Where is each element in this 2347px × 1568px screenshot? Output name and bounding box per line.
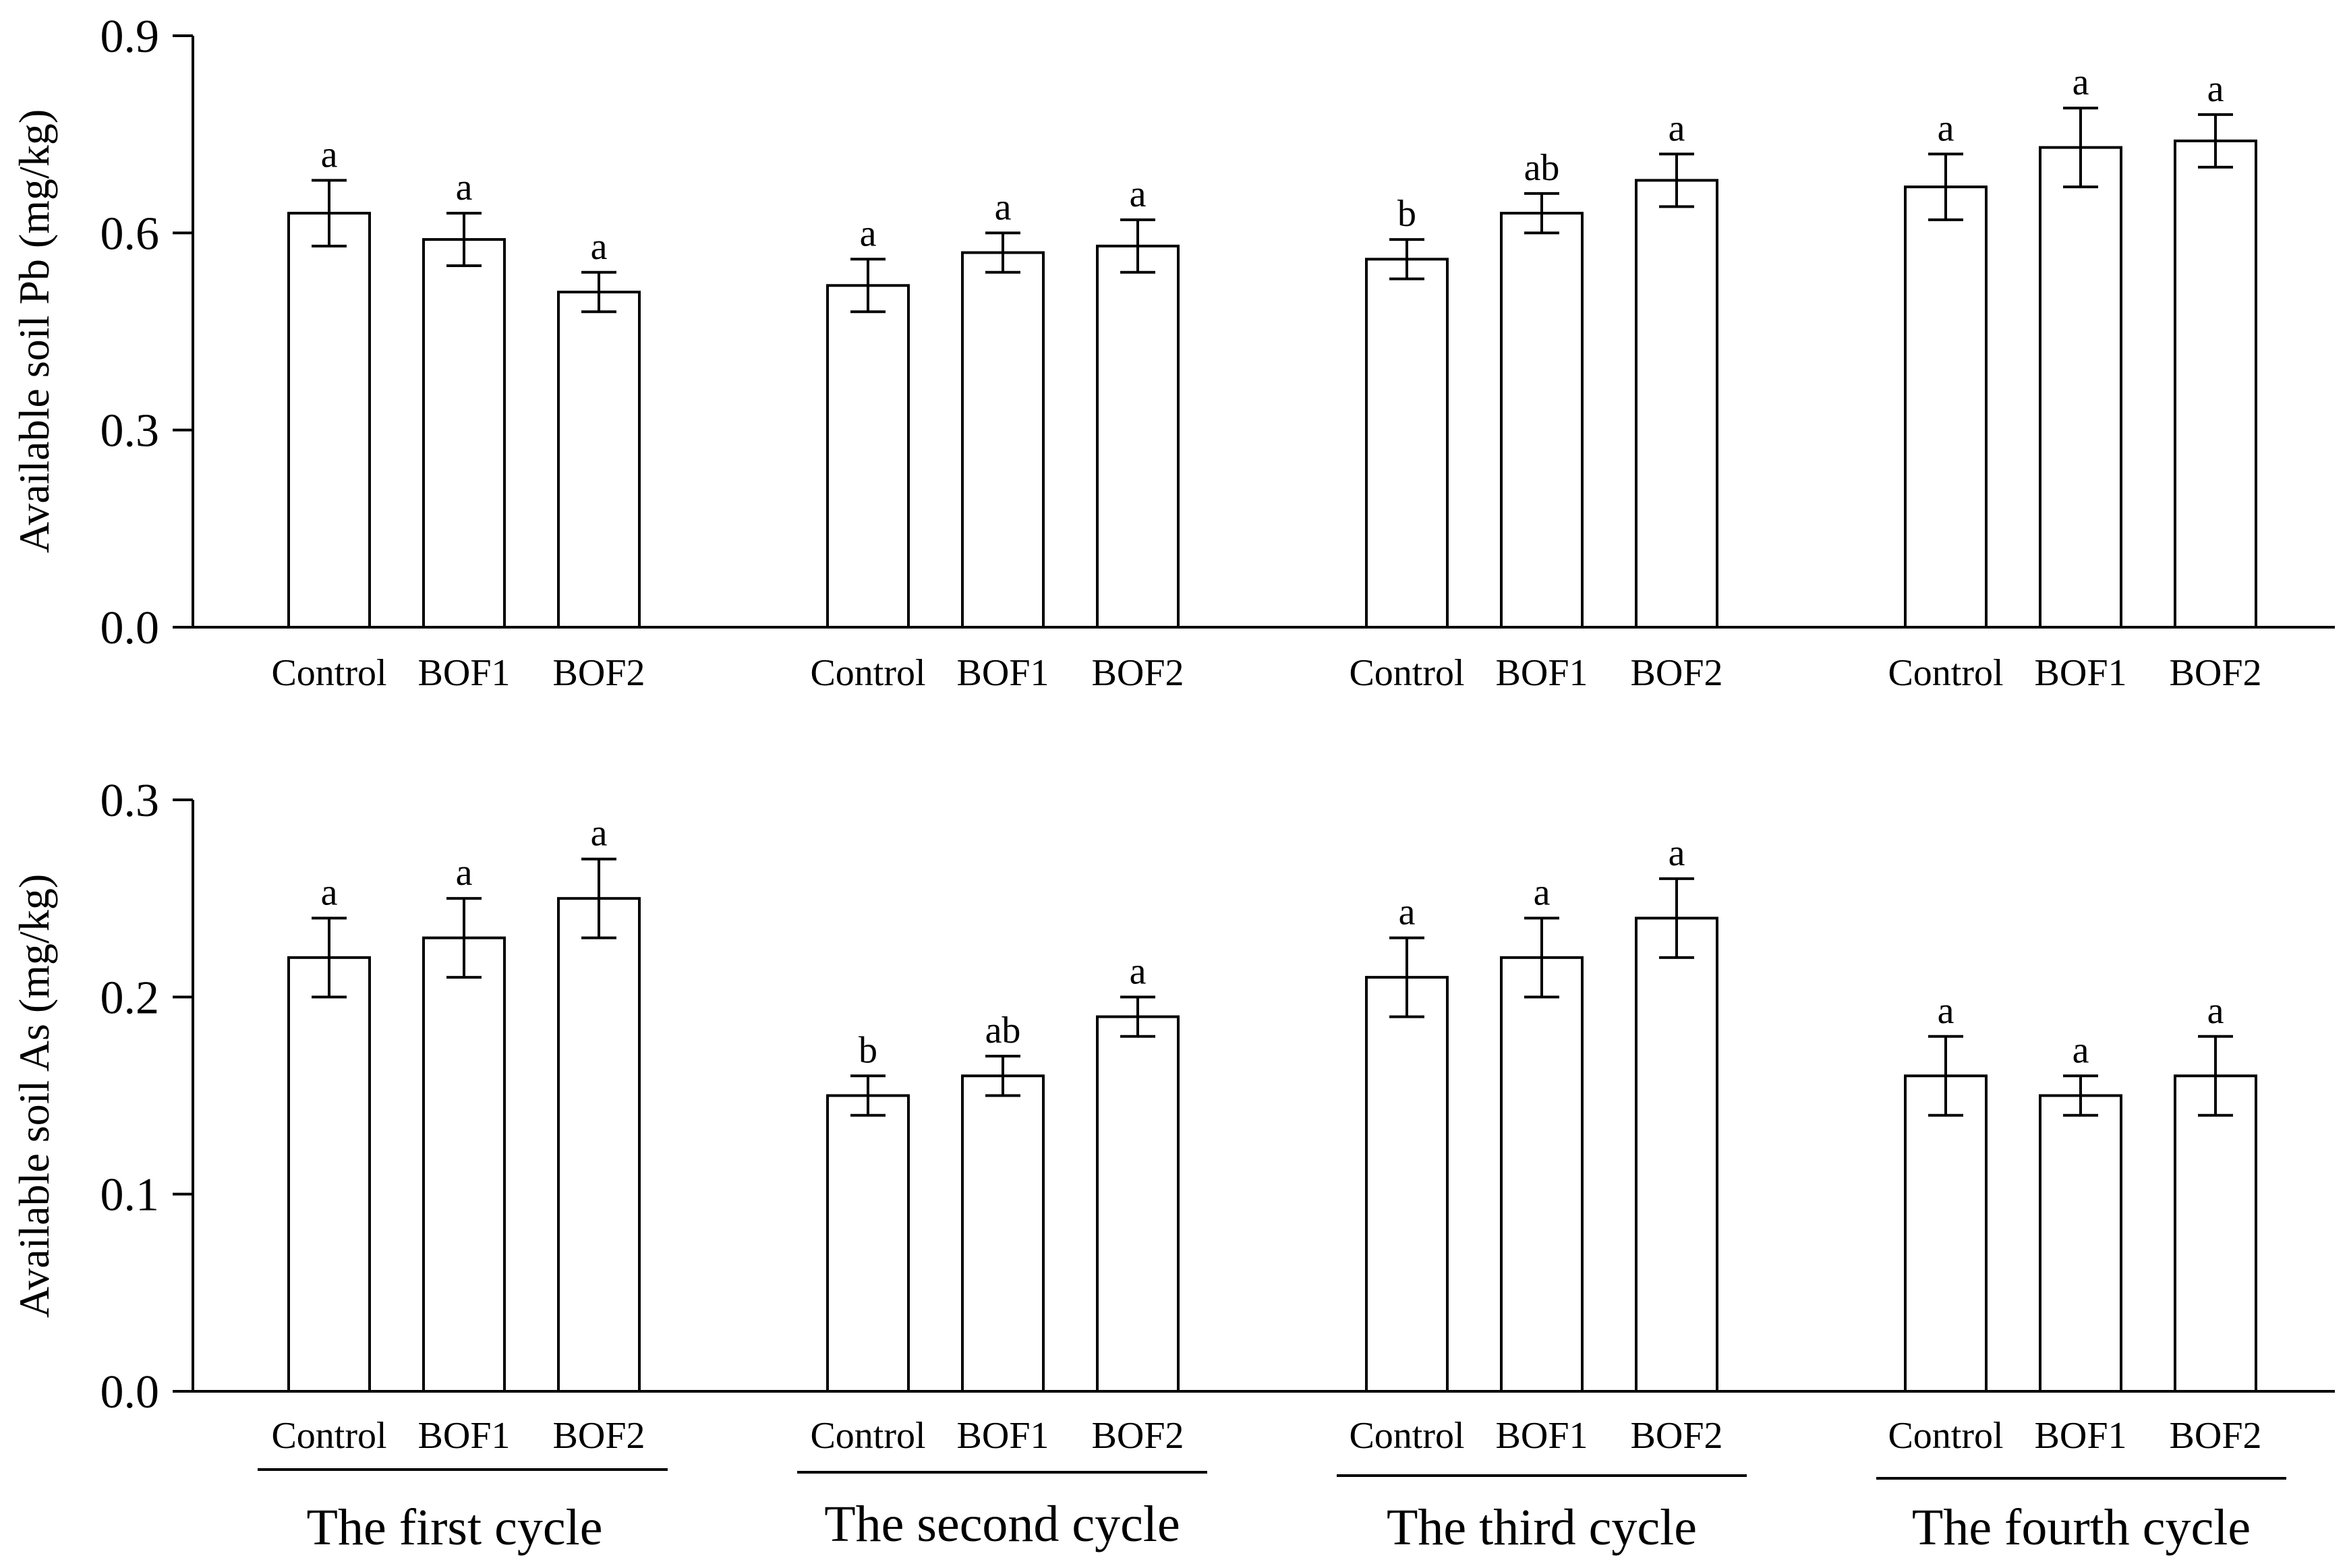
x-tick-label: BOF2: [1631, 1415, 1723, 1457]
y-tick-label-pb: 0.0: [100, 602, 160, 654]
significance-label: a: [995, 186, 1012, 228]
y-tick-label-as: 0.2: [100, 972, 160, 1024]
x-tick-label: Control: [810, 1415, 925, 1457]
bar-pb-2-bof2: [1096, 244, 1180, 629]
y-axis-label-pb: Available soil Pb (mg/kg): [10, 109, 58, 553]
significance-label: a: [591, 813, 608, 854]
bar-pb-1-bof1: [422, 238, 506, 629]
x-tick-label: Control: [1349, 1415, 1464, 1457]
significance-label: b: [859, 1029, 877, 1071]
significance-label: a: [1130, 173, 1147, 215]
significance-label: a: [1938, 107, 1954, 149]
x-tick-label: BOF2: [1631, 652, 1723, 694]
significance-label: a: [1669, 832, 1685, 874]
y-tick-label-pb: 0.9: [100, 11, 160, 63]
y-tick-label-as: 0.3: [100, 775, 160, 827]
cycle-label-2: The second cycle: [824, 1496, 1180, 1552]
bar-pb-4-control: [1904, 185, 1988, 629]
cycle-label-4: The fourth cycle: [1912, 1499, 2251, 1556]
significance-label: a: [591, 226, 608, 268]
x-tick-label: Control: [271, 652, 386, 694]
significance-label: a: [2207, 68, 2224, 110]
bar-pb-1-control: [287, 212, 371, 629]
panel-as: 0.0 0.1 0.2 0.3 Available soil As (mg/kg) a Co…: [10, 775, 2335, 1457]
significance-label: a: [321, 134, 338, 175]
x-tick-label: BOF1: [1496, 1415, 1588, 1457]
bar-as-3-bof1: [1500, 956, 1584, 1393]
bar-as-3-control: [1365, 976, 1449, 1393]
x-tick-label: Control: [1888, 1415, 2003, 1457]
bar-as-4-bof1: [2039, 1094, 2122, 1393]
significance-label: a: [1130, 950, 1147, 992]
bar-pb-3-bof1: [1500, 212, 1584, 629]
x-tick-label: BOF2: [553, 652, 645, 694]
x-tick-label: BOF2: [1092, 1415, 1184, 1457]
chart-panels: 0.0 0.3 0.6 0.9 Available soil Pb (mg/kg) a Co…: [10, 11, 2335, 1457]
x-tick-label: BOF2: [1092, 652, 1184, 694]
bar-as-1-control: [287, 956, 371, 1393]
bar-as-2-bof1: [961, 1074, 1045, 1393]
bar-as-4-control: [1904, 1074, 1988, 1393]
panel-pb: 0.0 0.3 0.6 0.9 Available soil Pb (mg/kg) a Co…: [10, 11, 2335, 694]
y-axis-label-as: Available soil As (mg/kg): [10, 874, 58, 1318]
cycle-label-1: The first cycle: [307, 1499, 603, 1556]
significance-label: a: [2207, 990, 2224, 1032]
x-tick-label: BOF1: [418, 652, 511, 694]
bar-pb-1-bof2: [557, 291, 641, 629]
x-tick-label: Control: [1888, 652, 2003, 694]
x-tick-label: BOF1: [957, 1415, 1049, 1457]
cycle-labels: The first cycle The second cycle The thi…: [258, 1468, 2286, 1556]
y-tick-label-pb: 0.6: [100, 208, 160, 260]
x-tick-label: Control: [810, 652, 925, 694]
y-tick-label-as: 0.1: [100, 1169, 160, 1221]
bar-pb-3-control: [1365, 258, 1449, 629]
x-tick-label: BOF1: [418, 1415, 511, 1457]
significance-label: ab: [985, 1010, 1021, 1051]
bar-as-1-bof2: [557, 897, 641, 1393]
significance-label: a: [456, 852, 473, 894]
significance-label: a: [860, 212, 877, 254]
x-tick-label: BOF2: [2170, 1415, 2262, 1457]
bar-pb-4-bof1: [2039, 146, 2122, 629]
bar-pb-4-bof2: [2174, 139, 2257, 629]
x-tick-label: BOF2: [553, 1415, 645, 1457]
significance-label: a: [1938, 990, 1954, 1032]
x-tick-label: BOF1: [957, 652, 1049, 694]
significance-label: a: [2073, 1029, 2089, 1071]
x-tick-label: BOF1: [1496, 652, 1588, 694]
significance-label: a: [321, 871, 338, 913]
x-tick-label: BOF2: [2170, 652, 2262, 694]
significance-label: ab: [1524, 147, 1560, 189]
bar-pb-2-control: [826, 284, 910, 629]
significance-label: a: [456, 167, 473, 208]
x-tick-label: Control: [1349, 652, 1464, 694]
bar-as-1-bof1: [422, 936, 506, 1393]
bar-pb-2-bof1: [961, 251, 1045, 629]
bar-as-4-bof2: [2174, 1074, 2257, 1393]
significance-label: b: [1397, 193, 1416, 235]
cycle-label-3: The third cycle: [1387, 1499, 1697, 1556]
bar-pb-3-bof2: [1635, 179, 1718, 629]
x-tick-label: BOF1: [2035, 652, 2127, 694]
significance-label: a: [1534, 871, 1551, 913]
y-tick-label-as: 0.0: [100, 1366, 160, 1418]
bar-as-2-bof2: [1096, 1015, 1180, 1393]
bar-as-2-control: [826, 1094, 910, 1393]
significance-label: a: [1669, 107, 1685, 149]
bar-as-3-bof2: [1635, 917, 1718, 1393]
x-tick-label: BOF1: [2035, 1415, 2127, 1457]
y-tick-label-pb: 0.3: [100, 405, 160, 457]
significance-label: a: [2073, 61, 2089, 103]
x-tick-label: Control: [271, 1415, 386, 1457]
significance-label: a: [1399, 892, 1416, 933]
